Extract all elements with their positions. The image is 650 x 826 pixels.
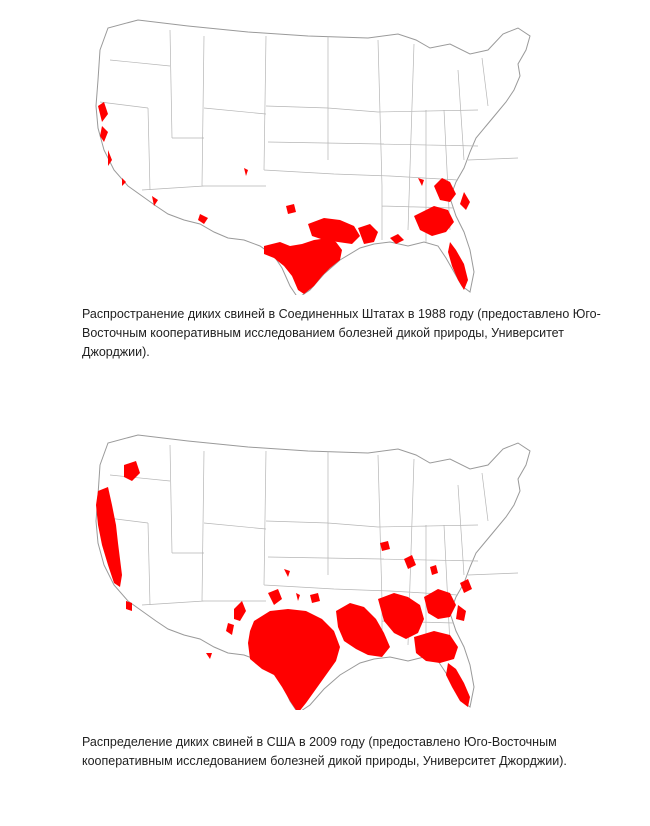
figure-1988: Распространение диких свиней в Соединенн…	[0, 0, 650, 380]
caption-1988: Распространение диких свиней в Соединенн…	[82, 307, 601, 359]
hog-range-1988	[98, 102, 470, 294]
hog-range-2009	[96, 461, 472, 710]
map-2009	[95, 434, 531, 710]
map-1988	[95, 19, 531, 295]
caption-2009: Распределение диких свиней в США в 2009 …	[82, 735, 567, 768]
state-borders	[99, 29, 519, 242]
figure-2009: Распределение диких свиней в США в 2009 …	[0, 415, 650, 815]
